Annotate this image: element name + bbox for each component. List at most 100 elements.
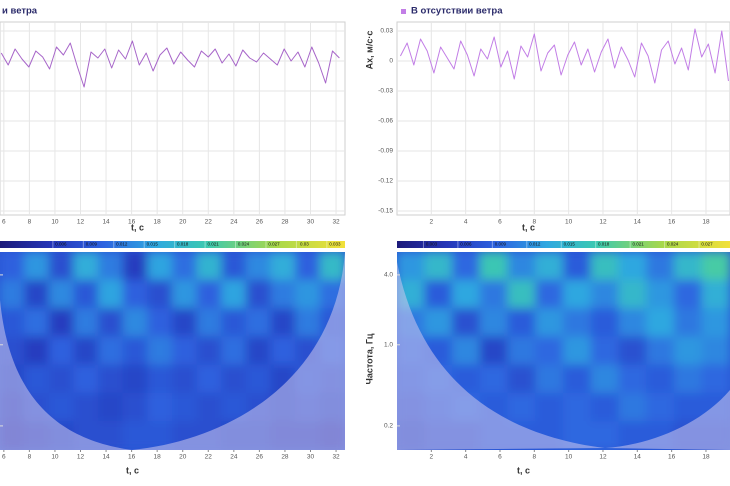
x-axis-label: t, c bbox=[522, 222, 535, 232]
cone-shade bbox=[605, 390, 730, 450]
heatmap-cell bbox=[618, 392, 648, 423]
heatmap-cell bbox=[563, 392, 592, 423]
x-tick-label: 8 bbox=[533, 454, 537, 461]
heatmap-cell bbox=[73, 252, 100, 281]
heatmap-cell bbox=[674, 364, 703, 394]
heatmap-cell bbox=[196, 252, 223, 281]
heatmap-cell bbox=[98, 392, 124, 423]
heatmap-cell bbox=[196, 392, 223, 423]
chart-layer bbox=[0, 21, 730, 450]
heatmap-cell bbox=[98, 336, 124, 366]
heatmap-cell bbox=[172, 279, 198, 310]
heatmap-cell bbox=[295, 252, 321, 281]
x-tick-label: 28 bbox=[281, 454, 289, 461]
heatmap-cell bbox=[424, 279, 453, 310]
heatmap-cell bbox=[674, 392, 703, 423]
colorbar bbox=[0, 241, 345, 248]
heatmap-cell bbox=[479, 308, 509, 338]
x-tick-label: 30 bbox=[307, 454, 315, 461]
heatmap-cell bbox=[98, 279, 124, 310]
x-tick-label: 24 bbox=[230, 219, 238, 226]
x-tick-label: 10 bbox=[51, 454, 59, 461]
x-tick-label: 4 bbox=[464, 454, 468, 461]
heatmap-cell bbox=[507, 308, 537, 338]
heatmap-cell bbox=[590, 252, 620, 281]
x-tick-label: 4 bbox=[464, 219, 468, 226]
heatmap-cell bbox=[646, 279, 675, 310]
data-line bbox=[0, 40, 340, 88]
colorbar-tick-label: 0.024 bbox=[667, 242, 679, 247]
heatmap-cell bbox=[535, 279, 564, 310]
heatmap-cell bbox=[122, 279, 149, 310]
x-tick-label: 20 bbox=[179, 219, 187, 226]
heatmap-cell bbox=[701, 308, 730, 338]
x-tick-label: 14 bbox=[634, 219, 642, 226]
colorbar-tick-label: 0.018 bbox=[177, 242, 189, 247]
colorbar-tick-label: 0.006 bbox=[460, 242, 472, 247]
x-tick-label: 8 bbox=[533, 219, 537, 226]
y-tick-label: -0.03 bbox=[378, 88, 393, 95]
x-tick-label: 8 bbox=[28, 454, 32, 461]
heatmap-cell bbox=[24, 279, 50, 310]
heatmap-cell bbox=[147, 364, 173, 394]
heatmap-cell bbox=[479, 252, 509, 281]
colorbar-tick-label: 0.024 bbox=[238, 242, 250, 247]
y-tick-label: -0.09 bbox=[378, 148, 393, 155]
heatmap-cell bbox=[221, 336, 247, 366]
heatmap-cell bbox=[618, 336, 648, 366]
heatmap-cell bbox=[701, 336, 730, 366]
heatmap-cell bbox=[618, 252, 648, 281]
heatmap-cell bbox=[48, 308, 75, 338]
heatmap-cell bbox=[73, 279, 100, 310]
heatmap-cell bbox=[147, 279, 173, 310]
heatmap-cell bbox=[24, 364, 50, 394]
x-tick-label: 18 bbox=[702, 454, 710, 461]
heatmap-cell bbox=[397, 252, 426, 281]
heatmap-cell bbox=[48, 252, 75, 281]
heatmap-cell bbox=[196, 308, 223, 338]
heatmap-cell bbox=[535, 252, 564, 281]
colorbar-tick-label: 0.003 bbox=[426, 242, 438, 247]
colorbar-tick-label: 0.015 bbox=[564, 242, 576, 247]
plot-area bbox=[396, 21, 730, 216]
heatmap-cell bbox=[122, 364, 149, 394]
heatmap-cell bbox=[270, 252, 297, 281]
heatmap-cell bbox=[122, 308, 149, 338]
x-tick-label: 18 bbox=[702, 219, 710, 226]
y-tick-label: 0.2 bbox=[384, 423, 393, 430]
heatmap-cell bbox=[24, 336, 50, 366]
heatmap-cell bbox=[73, 392, 100, 423]
colorbar-tick-label: 0.021 bbox=[207, 242, 219, 247]
x-tick-label: 16 bbox=[668, 454, 676, 461]
x-tick-label: 16 bbox=[128, 219, 136, 226]
heatmap-cell bbox=[590, 421, 620, 450]
x-tick-label: 26 bbox=[256, 219, 264, 226]
heatmap-cell bbox=[221, 364, 247, 394]
heatmap-cell bbox=[452, 336, 481, 366]
data-line bbox=[399, 28, 729, 84]
y-tick-label: 4.0 bbox=[384, 272, 393, 279]
x-tick-label: 22 bbox=[205, 219, 213, 226]
heatmap-cell bbox=[424, 252, 453, 281]
heatmap-cell bbox=[319, 252, 345, 281]
colorbar-tick-label: 0.027 bbox=[701, 242, 713, 247]
y-axis-label: Частота, Гц bbox=[364, 333, 374, 384]
heatmap-cell bbox=[147, 392, 173, 423]
x-tick-label: 6 bbox=[2, 454, 6, 461]
x-tick-label: 12 bbox=[599, 219, 607, 226]
x-tick-label: 6 bbox=[498, 219, 502, 226]
heatmap-cell bbox=[196, 279, 223, 310]
heatmap-cell bbox=[270, 336, 297, 366]
legend-label: В отсутствии ветра bbox=[411, 6, 503, 17]
heatmap-cell bbox=[646, 336, 675, 366]
heatmap-cell bbox=[563, 336, 592, 366]
y-tick-label: 1.0 bbox=[384, 341, 393, 348]
y-tick-label: -0.12 bbox=[378, 178, 393, 185]
heatmap-cell bbox=[221, 252, 247, 281]
x-tick-label: 2 bbox=[430, 219, 434, 226]
heatmap-cell bbox=[245, 336, 272, 366]
heatmap-cell bbox=[147, 308, 173, 338]
heatmap-cell bbox=[646, 252, 675, 281]
